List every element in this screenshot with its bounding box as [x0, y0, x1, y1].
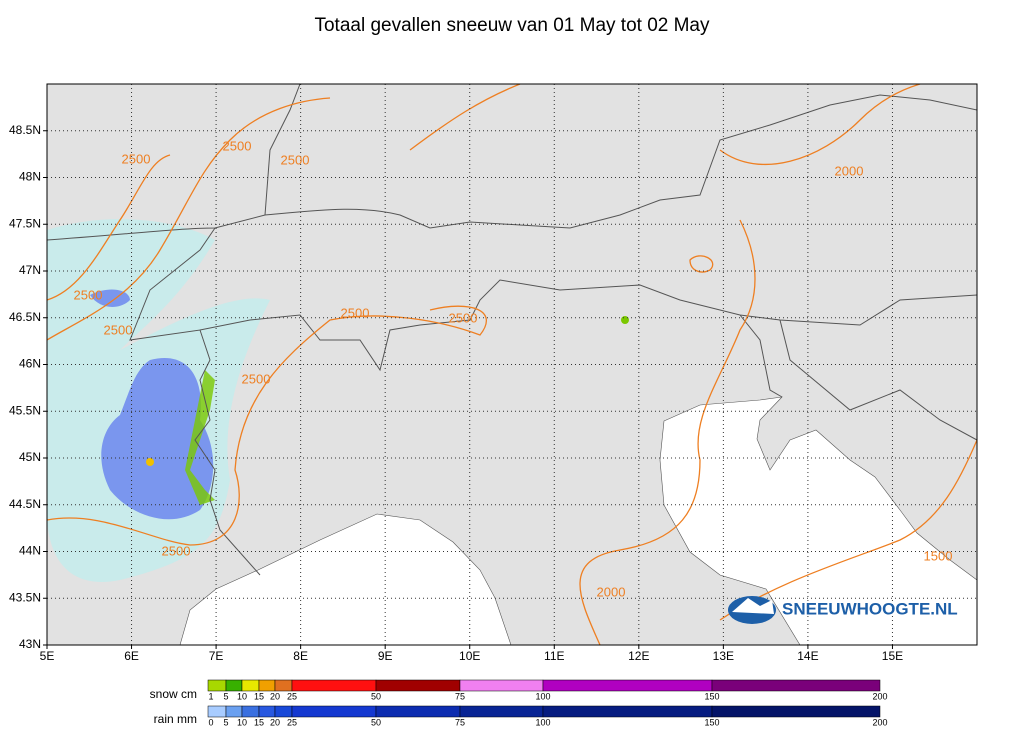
- contour-label: 2500: [162, 543, 191, 558]
- legend-swatch: [459, 705, 544, 718]
- legend-tick: 75: [455, 717, 465, 727]
- rain-area: [101, 358, 214, 520]
- lon-tick-label: 5E: [40, 649, 55, 663]
- legend-tick: 10: [237, 717, 247, 727]
- legend-tick: 150: [704, 691, 719, 701]
- legend-swatch: [291, 679, 377, 692]
- lat-tick-label: 44.5N: [9, 497, 41, 511]
- legend-tick: 15: [254, 691, 264, 701]
- lat-tick-label: 48N: [19, 170, 41, 184]
- snow-area: [185, 370, 215, 505]
- snow-area: [621, 316, 629, 324]
- borders: [47, 84, 977, 576]
- legend-tick: 50: [371, 691, 381, 701]
- legend-swatch: [207, 679, 227, 692]
- legend-tick: 100: [535, 717, 550, 727]
- legend-tick: 20: [270, 691, 280, 701]
- legend-swatch: [258, 679, 276, 692]
- lon-tick-label: 11E: [544, 649, 564, 663]
- legend-label: rain mm: [154, 712, 197, 726]
- lon-tick-label: 12E: [628, 649, 649, 663]
- legend-swatch: [459, 679, 544, 692]
- lon-tick-label: 6E: [124, 649, 139, 663]
- lon-tick-label: 15E: [882, 649, 903, 663]
- contours: [47, 84, 977, 645]
- lon-tick-label: 14E: [797, 649, 818, 663]
- legend-label: snow cm: [150, 687, 197, 701]
- lat-tick-label: 43N: [19, 637, 41, 651]
- legend-tick: 200: [872, 717, 887, 727]
- contour-label: 2500: [104, 322, 133, 337]
- legend-tick: 10: [237, 691, 247, 701]
- lat-tick-label: 45.5N: [9, 403, 41, 417]
- contour-label: 2500: [281, 152, 310, 167]
- title: Totaal gevallen sneeuw van 01 May tot 02…: [314, 15, 710, 36]
- contour-label: 2000: [597, 584, 626, 599]
- legend-tick: 75: [455, 691, 465, 701]
- axes: 5E 6E 7E 8E 9E 10E 11E 12E 13E 14E 15E 43N 43.5N 44N 4…: [9, 123, 903, 663]
- legend-swatch: [225, 705, 243, 718]
- legend-swatch: [207, 705, 227, 718]
- lat-tick-label: 47.5N: [9, 216, 41, 230]
- legend-swatch: [711, 679, 881, 692]
- legend-swatch: [542, 705, 713, 718]
- lat-tick-label: 46N: [19, 357, 41, 371]
- legend-swatch: [274, 705, 293, 718]
- legend-tick: 50: [371, 717, 381, 727]
- legend-swatch: [375, 705, 461, 718]
- legend-swatch: [241, 679, 260, 692]
- contour-labels: 2500 2500 2500 2500 2500 2500 2500 2500 2500 2000…: [74, 138, 953, 599]
- lon-tick-label: 8E: [293, 649, 308, 663]
- legend-tick: 200: [872, 691, 887, 701]
- contour-label: 2500: [74, 287, 103, 302]
- legend-swatch: [241, 705, 260, 718]
- legend-tick: 25: [287, 691, 297, 701]
- contour-label: 2000: [835, 163, 864, 178]
- legend-swatch: [258, 705, 276, 718]
- lon-tick-label: 10E: [459, 649, 480, 663]
- legend-swatch: [274, 679, 293, 692]
- legend-swatch: [711, 705, 881, 718]
- legend-tick: 100: [535, 691, 550, 701]
- adriatic-sea: [659, 396, 977, 645]
- legend: snow cm rain mm 1 5 10 15 20 25 50 75 100 150 2000…: [150, 679, 888, 727]
- lat-tick-label: 48.5N: [9, 123, 41, 137]
- ligurian-sea: [179, 513, 512, 645]
- legend-tick: 0: [208, 717, 213, 727]
- lat-tick-label: 43.5N: [9, 590, 41, 604]
- map-area: 2500 2500 2500 2500 2500 2500 2500 2500 2500 2000…: [47, 84, 977, 645]
- lat-tick-label: 44N: [19, 544, 41, 558]
- legend-tick: 5: [223, 717, 228, 727]
- grid: [47, 84, 977, 645]
- contour-label: 1500: [924, 548, 953, 563]
- legend-tick: 15: [254, 717, 264, 727]
- logo-text: SNEEUWHOOGTE.NL: [782, 599, 958, 618]
- logo-icon: [732, 598, 774, 614]
- lat-tick-label: 47N: [19, 263, 41, 277]
- legend-swatch: [542, 679, 713, 692]
- snow-area: [146, 458, 154, 466]
- logo: SNEEUWHOOGTE.NL: [728, 596, 958, 624]
- contour-label: 2500: [449, 310, 478, 325]
- lat-tick-label: 46.5N: [9, 310, 41, 324]
- legend-swatch: [225, 679, 243, 692]
- lon-tick-label: 13E: [713, 649, 734, 663]
- legend-tick: 1: [208, 691, 213, 701]
- contour-label: 2500: [242, 371, 271, 386]
- legend-tick: 25: [287, 717, 297, 727]
- legend-swatch: [375, 679, 461, 692]
- lon-tick-label: 9E: [378, 649, 393, 663]
- lat-tick-label: 45N: [19, 450, 41, 464]
- rain-area: [90, 289, 130, 307]
- contour-label: 2500: [223, 138, 252, 153]
- legend-swatch: [291, 705, 377, 718]
- lon-tick-label: 7E: [209, 649, 224, 663]
- contour-label: 2500: [122, 151, 151, 166]
- legend-tick: 5: [223, 691, 228, 701]
- legend-tick: 20: [270, 717, 280, 727]
- contour-label: 2500: [341, 305, 370, 320]
- legend-tick: 150: [704, 717, 719, 727]
